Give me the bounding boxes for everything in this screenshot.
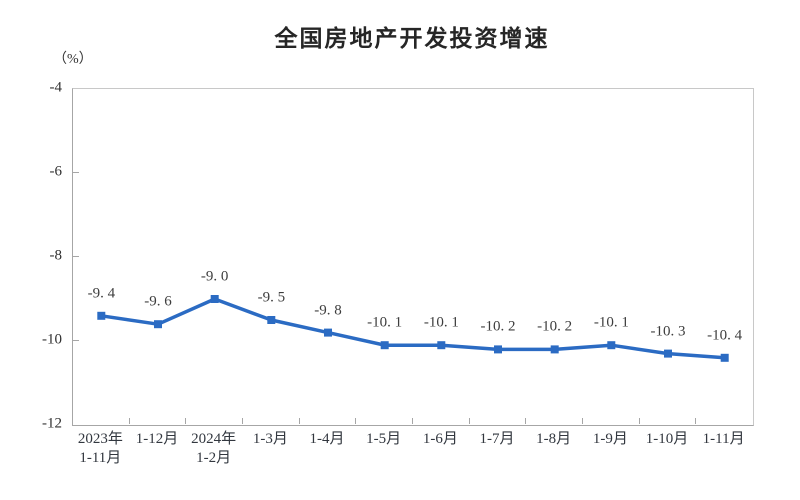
x-axis-tick-mark bbox=[242, 418, 243, 424]
data-point-marker bbox=[550, 345, 559, 354]
data-point-label: -9. 8 bbox=[314, 302, 342, 319]
data-point-marker bbox=[494, 345, 502, 354]
y-axis-tick-mark bbox=[73, 256, 79, 257]
data-point-label: -9. 0 bbox=[200, 268, 229, 285]
x-axis-tick-label: 1-4月 bbox=[309, 431, 345, 447]
data-point-marker bbox=[664, 349, 672, 358]
x-axis-tick-mark bbox=[695, 418, 697, 424]
y-axis-tick-mark bbox=[73, 172, 79, 173]
y-axis-tick-label: -4 bbox=[49, 79, 63, 96]
x-axis-tick-label: 1-5月 bbox=[366, 431, 402, 447]
x-axis-tick-mark bbox=[185, 418, 187, 424]
data-point-label: -10. 3 bbox=[650, 323, 686, 340]
x-axis-tick-label: 1-9月 bbox=[592, 431, 628, 447]
x-axis-tick-label: 1-10月 bbox=[645, 431, 689, 447]
y-axis-tick-label: -12 bbox=[42, 415, 62, 432]
x-axis-tick-mark bbox=[638, 418, 640, 424]
x-axis-tick-mark bbox=[468, 418, 470, 424]
x-axis-tick-label: 1-6月 bbox=[422, 431, 458, 447]
data-point-label: -10. 1 bbox=[367, 314, 403, 331]
x-axis-tick-mark bbox=[128, 418, 130, 424]
x-axis-tick-mark bbox=[412, 418, 413, 424]
data-point-marker bbox=[380, 341, 389, 350]
marker-group bbox=[97, 295, 729, 362]
data-point-label: -10. 2 bbox=[480, 318, 516, 335]
data-point-label: -10. 2 bbox=[537, 318, 573, 335]
data-point-label: -10. 1 bbox=[593, 314, 629, 331]
x-axis-tick-label: 1-8月 bbox=[536, 431, 572, 447]
chart-title: 全国房地产开发投资增速 bbox=[274, 26, 550, 51]
y-axis-tick-label: -10 bbox=[42, 331, 62, 348]
data-point-label: -10. 4 bbox=[707, 327, 743, 344]
x-axis-tick-mark bbox=[355, 418, 357, 424]
y-axis-tick-mark bbox=[73, 340, 79, 341]
x-axis-tick-mark bbox=[298, 418, 300, 424]
y-axis-unit-label: （%） bbox=[53, 52, 93, 67]
data-point-label: -9. 5 bbox=[257, 289, 286, 306]
x-axis-tick-label: 2024年 1-2月 bbox=[191, 431, 237, 466]
data-point-label: -9. 6 bbox=[144, 293, 172, 310]
x-axis-tick-label: 2023年 1-11月 bbox=[77, 431, 123, 466]
data-point-marker bbox=[437, 341, 446, 350]
x-axis-tick-mark bbox=[525, 418, 527, 424]
data-point-marker bbox=[324, 328, 332, 337]
y-axis-tick-label: -8 bbox=[49, 247, 63, 264]
x-axis-tick-mark bbox=[582, 418, 583, 424]
plot-inner: -9. 4 -9. 6 -9. 0 -9. 5 -9. 8 -10. 1 -10. 1 -10… bbox=[73, 89, 753, 425]
line-path bbox=[99, 297, 727, 360]
x-axis-tick-label: 1-7月 bbox=[479, 431, 515, 447]
data-point-marker bbox=[267, 316, 276, 324]
y-axis-tick-label: -6 bbox=[49, 163, 63, 180]
data-point-marker bbox=[210, 295, 219, 303]
data-point-marker bbox=[154, 320, 162, 329]
data-point-label: -9. 4 bbox=[87, 285, 116, 302]
x-axis-tick-label: 1-3月 bbox=[252, 431, 288, 447]
x-axis-tick-label: 1-11月 bbox=[702, 431, 745, 447]
data-point-marker bbox=[720, 353, 729, 362]
data-point-marker bbox=[97, 311, 106, 320]
plot-area: -9. 4 -9. 6 -9. 0 -9. 5 -9. 8 -10. 1 -10. 1 -10… bbox=[72, 88, 754, 426]
data-point-marker bbox=[607, 341, 616, 350]
x-axis-tick-label: 1-12月 bbox=[135, 431, 179, 447]
line-series-svg bbox=[97, 295, 729, 362]
data-point-label: -10. 1 bbox=[423, 314, 459, 331]
